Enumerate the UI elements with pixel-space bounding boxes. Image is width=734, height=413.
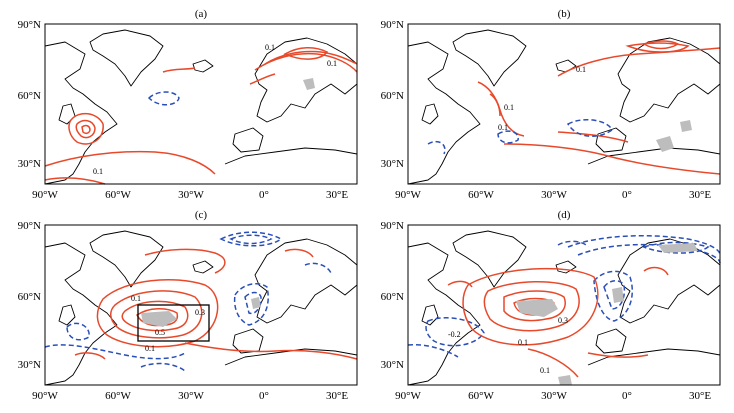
lon-tick: 90°W <box>395 189 421 201</box>
contour-label: 0.1 <box>145 344 155 353</box>
contour-label: 0.1 <box>504 103 514 112</box>
lon-tick: 60°W <box>468 390 494 402</box>
panel-c: 0.1 0.3 0.5 0.1 (c) 90°N 60°N 30°N 90°W … <box>18 209 358 402</box>
lon-tick: 0° <box>622 189 632 201</box>
lat-tick: 30°N <box>381 158 404 170</box>
contour-label: 0.5 <box>155 328 165 337</box>
lon-axis-d: 90°W 60°W 30°W 0° 30°E <box>395 390 711 402</box>
lat-axis-a: 90°N 60°N 30°N <box>18 19 41 170</box>
map-content-b: 0.1 0.1 0.1 <box>407 29 721 185</box>
panel-label-d: (d) <box>558 209 571 221</box>
map-frame-b <box>407 23 721 185</box>
contour-label: 0.1 <box>518 338 528 347</box>
lon-axis-b: 90°W 60°W 30°W 0° 30°E <box>395 189 711 201</box>
map-frame-c <box>44 224 358 386</box>
contour-label: 0.1 <box>265 43 275 52</box>
lat-tick: 30°N <box>18 359 41 371</box>
lon-tick: 60°W <box>105 390 131 402</box>
contour-label: -0.2 <box>448 330 461 339</box>
lat-tick: 90°N <box>381 220 404 232</box>
lat-tick: 90°N <box>18 220 41 232</box>
panel-b: 0.1 0.1 0.1 (b) 90°N 60°N 30°N 90°W 60°W… <box>381 8 721 201</box>
lon-tick: 30°E <box>689 189 711 201</box>
lon-tick: 60°W <box>468 189 494 201</box>
contour-label: 0.1 <box>93 167 103 176</box>
lon-tick: 0° <box>622 390 632 402</box>
region-box <box>137 304 210 342</box>
map-frame-d <box>407 224 721 386</box>
lon-tick: 0° <box>259 390 269 402</box>
lat-tick: 60°N <box>381 291 404 303</box>
map-content-d: 0.3 0.1 -0.2 0.1 <box>407 230 721 386</box>
map-content-c: 0.1 0.3 0.5 0.1 <box>44 230 358 386</box>
lat-tick: 60°N <box>18 291 41 303</box>
lon-axis-c: 90°W 60°W 30°W 0° 30°E <box>32 390 348 402</box>
lat-tick: 90°N <box>381 19 404 31</box>
lat-tick: 60°N <box>381 90 404 102</box>
lon-tick: 30°E <box>326 189 348 201</box>
lon-tick: 60°W <box>105 189 131 201</box>
lat-axis-d: 90°N 60°N 30°N <box>381 220 404 371</box>
lat-tick: 60°N <box>18 90 41 102</box>
lon-tick: 0° <box>259 189 269 201</box>
lat-axis-c: 90°N 60°N 30°N <box>18 220 41 371</box>
contour-label: 0.3 <box>195 308 205 317</box>
contour-label: 0.3 <box>558 316 568 325</box>
panel-d: 0.3 0.1 -0.2 0.1 (d) 90°N 60°N 30°N 90°W… <box>381 209 721 402</box>
panel-a: 0.1 0.1 0.1 (a) 90°N 60°N 30°N 90°W 60°W… <box>18 8 358 201</box>
contour-label: 0.1 <box>498 123 508 132</box>
contour-label: 0.1 <box>540 366 550 375</box>
panel-label-a: (a) <box>195 8 208 20</box>
lat-tick: 90°N <box>18 19 41 31</box>
lon-axis-a: 90°W 60°W 30°W 0° 30°E <box>32 189 348 201</box>
panel-label-c: (c) <box>195 209 208 221</box>
lon-tick: 30°W <box>541 390 567 402</box>
lon-tick: 90°W <box>32 390 58 402</box>
lon-tick: 90°W <box>395 390 421 402</box>
lat-axis-b: 90°N 60°N 30°N <box>381 19 404 170</box>
lon-tick: 30°W <box>178 189 204 201</box>
contour-label: 0.1 <box>327 59 337 68</box>
map-content-a: 0.1 0.1 0.1 <box>44 29 358 185</box>
map-frame-a <box>44 23 358 185</box>
lon-tick: 30°W <box>541 189 567 201</box>
lat-tick: 30°N <box>381 359 404 371</box>
contour-label: 0.1 <box>131 294 141 303</box>
lon-tick: 90°W <box>32 189 58 201</box>
lon-tick: 30°E <box>689 390 711 402</box>
lon-tick: 30°W <box>178 390 204 402</box>
panel-label-b: (b) <box>558 8 571 20</box>
lat-tick: 30°N <box>18 158 41 170</box>
contour-label: 0.1 <box>576 65 586 74</box>
lon-tick: 30°E <box>326 390 348 402</box>
